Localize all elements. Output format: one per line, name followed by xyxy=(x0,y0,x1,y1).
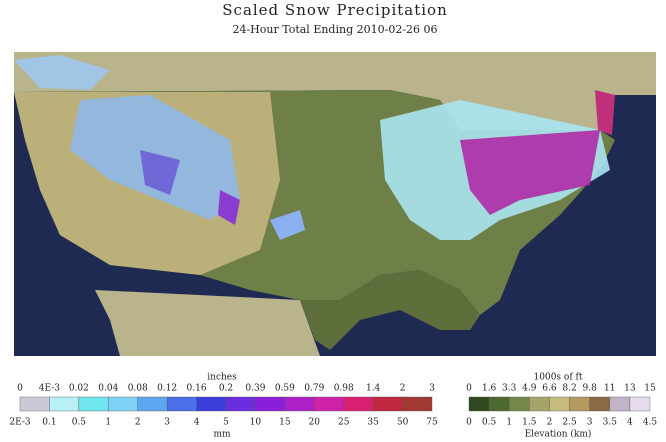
snow-legend: inches mm 0 4E-3 0.02 0.04 0.08 0.12 0.16 0.2 0.… xyxy=(9,373,438,440)
legend-tick-label: 0.5 xyxy=(72,418,87,428)
legend-tick-label: 3.3 xyxy=(502,384,517,394)
legend-tick-label: 4.9 xyxy=(522,384,537,394)
legend-tick-label: 0.12 xyxy=(157,384,177,394)
legend-unit: inches xyxy=(207,373,237,383)
legend-tick-label: 20 xyxy=(309,418,321,428)
legend-tick-label: 3 xyxy=(429,384,435,394)
gulf-coast xyxy=(300,270,480,350)
legend-swatch xyxy=(402,396,433,412)
legend-swatch xyxy=(468,396,490,412)
legend-tick-label: 0.16 xyxy=(187,384,207,394)
snow-new-england xyxy=(595,90,615,135)
legend-tick-label: 0.98 xyxy=(334,384,354,394)
legend-tick-label: 5 xyxy=(223,418,229,428)
snow-nw xyxy=(14,55,110,90)
legend-tick-label: 1 xyxy=(506,418,512,428)
legend-tick-label: 2 xyxy=(547,418,553,428)
snow-heavy-ne xyxy=(460,130,600,215)
legend-tick-label: 3 xyxy=(587,418,593,428)
legend-swatch xyxy=(529,396,550,412)
legend-tick-label: 0.39 xyxy=(245,384,265,394)
legend-swatch xyxy=(609,396,631,412)
legend-tick-label: 13 xyxy=(624,384,636,394)
legend-tick-label: 1.4 xyxy=(366,384,381,394)
legend-tick-label: 0 xyxy=(466,418,472,428)
legend-swatch xyxy=(509,396,530,412)
legend-tick-label: 4 xyxy=(194,418,200,428)
legend-tick-label: 1 xyxy=(105,418,111,428)
legend-swatch xyxy=(314,396,344,412)
legend-tick-label: 0.79 xyxy=(304,384,324,394)
legend-tick-label: 8.2 xyxy=(562,384,576,394)
legend-swatch xyxy=(372,396,403,412)
map xyxy=(14,52,656,356)
legend-swatch xyxy=(549,396,570,412)
legend-swatch xyxy=(49,396,80,412)
legend-tick-label: 15 xyxy=(279,418,291,428)
legend-tick-label: 0.1 xyxy=(42,418,56,428)
legend-unit: 1000s of ft xyxy=(534,373,583,383)
legend-tick-label: 15 xyxy=(644,384,656,394)
legend-tick-label: 9.8 xyxy=(583,384,598,394)
legend-swatch xyxy=(225,396,256,412)
legend-swatch xyxy=(196,396,227,412)
legend-tick-label: 0.5 xyxy=(482,418,497,428)
legend-tick-label: 0.04 xyxy=(98,384,118,394)
legend-tick-label: 35 xyxy=(367,418,379,428)
legend-swatch xyxy=(78,396,109,412)
legend-swatch xyxy=(19,396,50,412)
legend-unit: mm xyxy=(213,430,231,440)
legend-tick-label: 1.5 xyxy=(522,418,537,428)
legend-tick-label: 0.08 xyxy=(128,384,148,394)
legend-tick-label: 3.5 xyxy=(603,418,618,428)
legend-tick-label: 6.6 xyxy=(542,384,557,394)
snow-heavy-w xyxy=(140,150,180,195)
legend-tick-label: 10 xyxy=(250,418,262,428)
legend-swatch xyxy=(166,396,197,412)
legend-tick-label: 75 xyxy=(426,418,438,428)
legend-swatch xyxy=(569,396,590,412)
legend-swatch xyxy=(488,396,510,412)
legend-swatch xyxy=(284,396,315,412)
legend-swatch xyxy=(108,396,138,412)
legend-swatch xyxy=(343,396,374,412)
legend-tick-label: 4.5 xyxy=(643,418,658,428)
legend-tick-label: 25 xyxy=(338,418,350,428)
legend-swatch xyxy=(137,396,168,412)
legend-tick-label: 2 xyxy=(135,418,141,428)
legend-tick-label: 0 xyxy=(466,384,472,394)
legend-tick-label: 50 xyxy=(397,418,409,428)
legend-tick-label: 0.2 xyxy=(219,384,233,394)
legend-tick-label: 4E-3 xyxy=(39,384,61,394)
legend-tick-label: 0.59 xyxy=(275,384,295,394)
legend-swatch xyxy=(255,396,286,412)
legend-tick-label: 11 xyxy=(604,384,615,394)
snow-co xyxy=(218,190,240,225)
legend-tick-label: 0 xyxy=(17,384,23,394)
snow-plains xyxy=(270,210,305,240)
title: Scaled Snow Precipitation xyxy=(222,1,447,19)
legend-unit: Elevation (km) xyxy=(525,429,592,440)
mexico xyxy=(95,290,320,356)
legend-tick-label: 1.6 xyxy=(482,384,497,394)
legend-tick-label: 2E-3 xyxy=(9,418,31,428)
elevation-legend: 1000s of ft Elevation (km) 0 1.6 3.3 4.9 6.6… xyxy=(466,373,657,440)
legend-tick-label: 2 xyxy=(400,384,406,394)
legend-swatch xyxy=(629,396,651,412)
legend-tick-label: 2.5 xyxy=(562,418,577,428)
legend-tick-label: 4 xyxy=(627,418,633,428)
legend-tick-label: 3 xyxy=(164,418,170,428)
legend-tick-label: 0.02 xyxy=(69,384,89,394)
subtitle: 24-Hour Total Ending 2010-02-26 06 xyxy=(232,23,437,36)
legend-swatch xyxy=(589,396,610,412)
